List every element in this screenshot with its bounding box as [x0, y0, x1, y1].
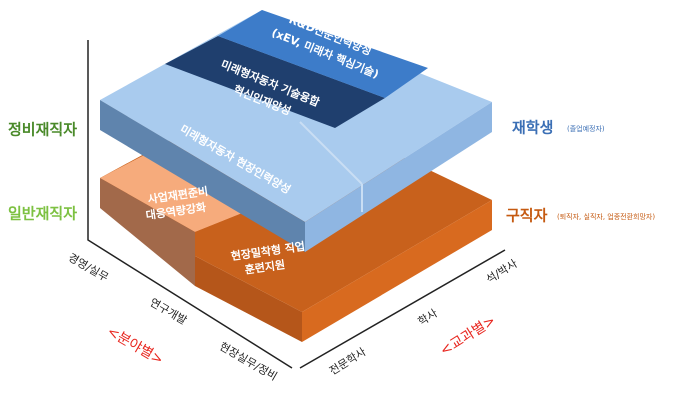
axis-item: 학사 [416, 307, 440, 329]
axes [87, 40, 506, 369]
upper-left-face [100, 100, 305, 252]
axis-field [87, 40, 293, 369]
training-text: 훈련지원 [244, 257, 286, 276]
convergence-block [165, 36, 385, 128]
axis-title: <분야별> [104, 324, 166, 369]
left-label: 정비재직자 [8, 121, 77, 139]
right-note: (졸업예정자) [567, 124, 605, 133]
axis-title: <교과별> [437, 313, 498, 359]
left-label: 일반재직자 [8, 205, 77, 223]
axis-item: 전문학사 [327, 345, 368, 377]
axis-item: 석/박사 [484, 257, 520, 286]
restructure-top [100, 152, 255, 232]
axis-item: 경영/실무 [66, 251, 111, 284]
lower-front-face [195, 256, 302, 342]
axis-course [299, 249, 506, 369]
right-label: 재학생 [512, 119, 553, 137]
axis-item: 연구개발 [147, 296, 189, 328]
axis-item: 현장실무/정비 [217, 340, 279, 383]
right-note: (퇴직자, 실직자, 업종전환희망자) [557, 212, 655, 221]
upper-right-face [305, 102, 492, 252]
division-line [299, 121, 363, 185]
upper-slab [100, 10, 492, 252]
right-label: 구직자 [506, 207, 548, 225]
lower-right-face [302, 200, 492, 342]
rnd-block [218, 10, 428, 98]
restructure-face [100, 178, 195, 286]
